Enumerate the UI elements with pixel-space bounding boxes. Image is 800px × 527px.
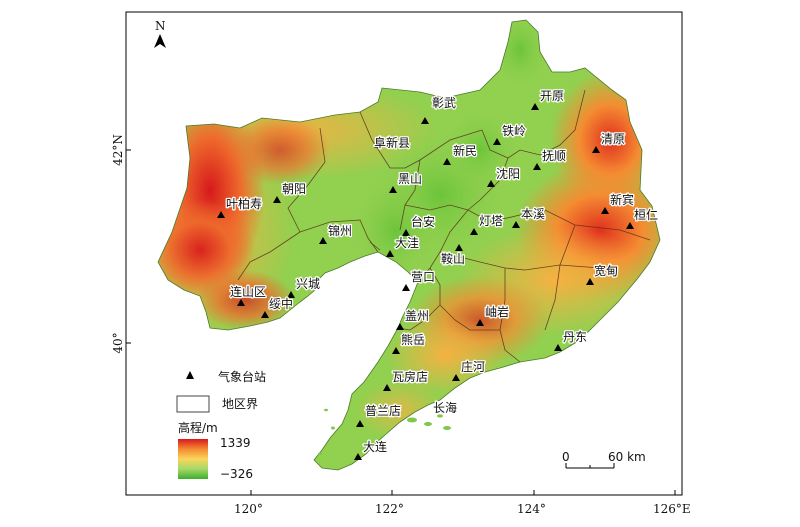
- legend-boundary-swatch: [176, 395, 210, 413]
- station-label: 新宾: [610, 192, 634, 207]
- station-label: 熊岳: [401, 332, 425, 347]
- station-marker-icon: [421, 117, 429, 124]
- legend-boundary-label: 地区界: [222, 397, 258, 411]
- station-marker-icon: [374, 141, 382, 148]
- station-marker-icon: [592, 146, 600, 153]
- station-label: 沈阳: [496, 166, 520, 181]
- station-label: 台安: [411, 214, 435, 229]
- station-marker-icon: [443, 158, 451, 165]
- station-label: 阜新县: [374, 135, 410, 150]
- station-marker-icon: [392, 347, 400, 354]
- station-label: 清原: [601, 132, 625, 146]
- station-marker-icon: [476, 319, 484, 326]
- station-label: 朝阳: [282, 182, 306, 196]
- station-label: 铁岭: [502, 124, 526, 138]
- legend-elevation-min: −326: [220, 467, 253, 481]
- station-marker-icon: [319, 237, 327, 244]
- station-marker-icon: [287, 291, 295, 298]
- land-outline: [157, 19, 661, 471]
- scale-zero-label: 0: [562, 450, 570, 464]
- lon-tick-120: 120°: [234, 502, 263, 516]
- lon-tick-124: 124°: [517, 502, 546, 516]
- station-label: 连山区: [230, 284, 266, 299]
- lon-tick-126: 126°E: [653, 502, 691, 516]
- station-marker-icon: [452, 374, 460, 381]
- legend-station-icon: [186, 371, 194, 379]
- station-label: 普兰店: [365, 404, 401, 418]
- north-arrow: N: [154, 19, 166, 48]
- lat-tick-42: 42°N: [111, 134, 125, 166]
- station-marker-icon: [626, 222, 634, 229]
- lon-tick-122: 122°: [375, 502, 404, 516]
- station-label: 本溪: [521, 207, 545, 221]
- station-marker-icon: [237, 299, 245, 306]
- legend-elevation-title: 高程/m: [178, 420, 218, 435]
- station-marker-icon: [396, 323, 404, 330]
- legend-elevation-max: 1339: [220, 436, 251, 450]
- station-label: 灯塔: [479, 214, 503, 228]
- station-marker-icon: [402, 229, 410, 236]
- station-label: 大洼: [395, 236, 419, 250]
- station-marker-icon: [493, 138, 501, 145]
- station-marker-icon: [531, 103, 539, 110]
- station-label: 庄河: [461, 359, 485, 374]
- station-marker-icon: [386, 250, 394, 257]
- elevation-color-ramp: [178, 439, 208, 479]
- islands: [318, 408, 451, 456]
- station-label: 鞍山: [441, 251, 465, 266]
- scale-bar: 0 60 km: [562, 450, 646, 469]
- station-label: 新民: [453, 143, 477, 158]
- map-frame: [125, 11, 683, 496]
- station-label: 丹东: [563, 330, 587, 344]
- station-label: 瓦房店: [392, 369, 428, 384]
- lat-tick-40: 40°: [111, 332, 125, 353]
- station-marker-icon: [533, 163, 541, 170]
- station-label: 绥中: [269, 296, 293, 311]
- sea-label-changhai: 长海: [433, 400, 457, 415]
- legend: 气象台站 地区界 高程/m 1339 −326: [176, 369, 266, 481]
- station-marker-icon: [470, 228, 478, 235]
- station-label: 兴城: [296, 277, 320, 291]
- station-marker-icon: [487, 180, 495, 187]
- station-marker-icon: [273, 196, 281, 203]
- north-arrow-icon: [154, 34, 166, 48]
- station-label: 岫岩: [485, 304, 509, 319]
- station-label: 大连: [363, 439, 387, 454]
- frame-ticks: [126, 149, 676, 495]
- legend-station-label: 气象台站: [218, 369, 266, 384]
- station-label: 抚顺: [542, 149, 566, 163]
- station-marker-icon: [455, 244, 463, 251]
- station-marker-icon: [601, 207, 609, 214]
- station-marker-icon: [512, 221, 520, 228]
- station-label: 彰武: [432, 95, 456, 110]
- station-label: 开原: [540, 89, 564, 103]
- station-label: 叶柏寿: [226, 196, 262, 211]
- station-marker-icon: [261, 311, 269, 318]
- station-label: 宽甸: [594, 263, 618, 278]
- station-label: 盖州: [405, 309, 429, 323]
- north-label: N: [155, 19, 166, 33]
- scale-distance-label: 60 km: [608, 450, 646, 464]
- station-label: 桓仁: [634, 207, 658, 222]
- station-label: 营口: [411, 270, 435, 284]
- station-marker-icon: [389, 186, 397, 193]
- station-label: 黑山: [398, 172, 422, 186]
- station-marker-icon: [383, 384, 391, 391]
- station-marker-icon: [354, 453, 362, 460]
- station-marker-icon: [217, 211, 225, 218]
- district-boundaries: [237, 89, 651, 363]
- station-marker-icon: [402, 284, 410, 291]
- station-marker-icon: [356, 420, 364, 427]
- station-label: 锦州: [328, 224, 352, 238]
- station-marker-icon: [554, 344, 562, 351]
- station-marker-icon: [586, 278, 594, 285]
